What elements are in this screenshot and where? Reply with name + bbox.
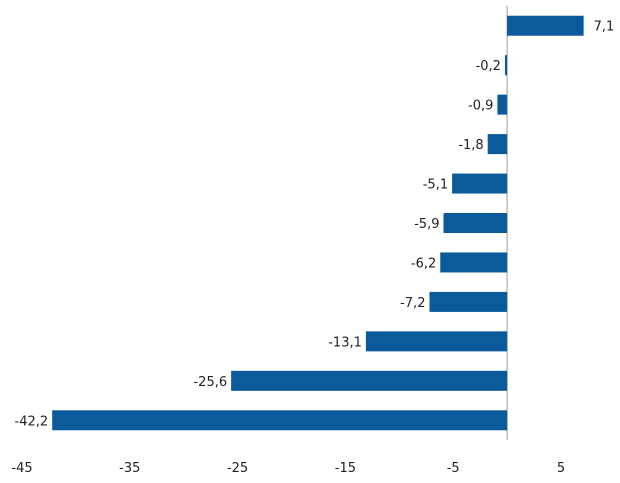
data-label-4: -5,1 xyxy=(423,178,448,193)
bar-9 xyxy=(231,370,508,391)
bar-6 xyxy=(440,252,508,273)
data-label-2: -0,9 xyxy=(468,99,493,114)
data-label-6: -6,2 xyxy=(411,256,436,271)
data-label-3: -1,8 xyxy=(458,138,483,153)
data-label-5: -5,9 xyxy=(414,217,439,232)
bar-3 xyxy=(487,134,508,155)
data-label-1: -0,2 xyxy=(476,59,501,74)
bar-1 xyxy=(504,55,508,76)
bar-7 xyxy=(429,291,508,312)
data-label-7: -7,2 xyxy=(400,296,425,311)
x-tick-label-2: -25 xyxy=(227,461,248,476)
data-label-8: -13,1 xyxy=(328,335,362,350)
data-label-10: -42,2 xyxy=(15,414,49,429)
bar-4 xyxy=(452,173,508,194)
x-tick-label-5: 5 xyxy=(557,461,565,476)
x-tick-label-3: -15 xyxy=(335,461,356,476)
bar-8 xyxy=(365,331,508,352)
data-label-0: 7,1 xyxy=(594,20,615,35)
bar-5 xyxy=(443,213,508,233)
x-tick-label-1: -35 xyxy=(119,461,140,476)
bar-0 xyxy=(507,15,584,36)
bar-2 xyxy=(497,94,508,115)
x-tick-label-0: -45 xyxy=(11,461,32,476)
bar-10 xyxy=(52,410,508,431)
x-tick-label-4: -5 xyxy=(447,461,460,476)
data-label-9: -25,6 xyxy=(193,375,227,390)
